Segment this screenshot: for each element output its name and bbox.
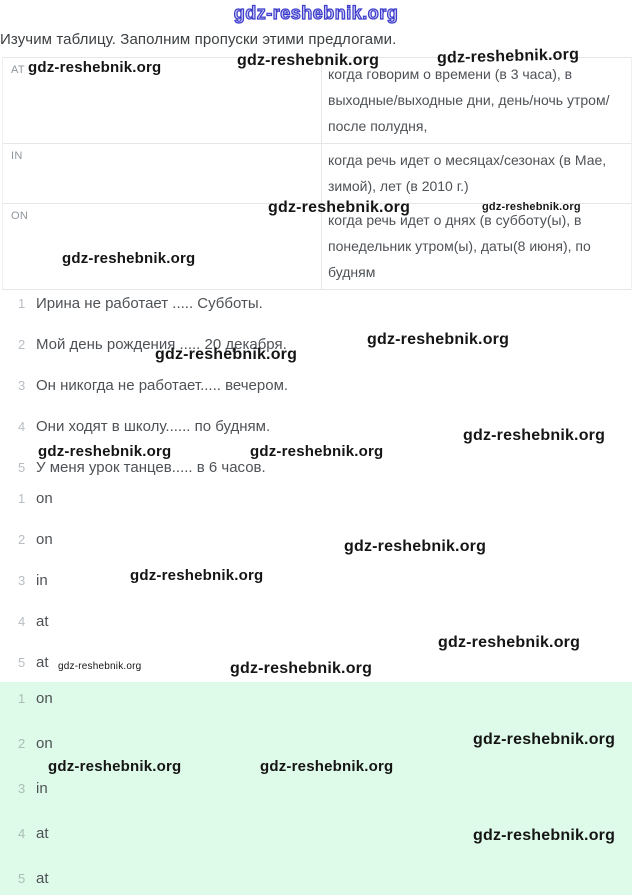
site-watermark: gdz-reshebnik.org	[260, 758, 394, 775]
site-watermark: gdz-reshebnik.org	[463, 427, 606, 444]
site-watermark: gdz-reshebnik.org	[230, 660, 373, 677]
answer-text: at	[36, 870, 49, 887]
item-text: У меня урок танцев..... в 6 часов.	[36, 459, 266, 476]
item-text: Мой день рождения ..... 20 декабря.	[36, 336, 287, 353]
item-number: 5	[18, 655, 26, 670]
item-number: 2	[18, 532, 26, 547]
item-number: 5	[18, 460, 26, 475]
list-item: 4 Они ходят в школу...... по будням.	[0, 418, 632, 435]
answer-item: 2 on	[0, 531, 632, 548]
site-watermark: gdz-reshebnik.org	[438, 634, 581, 651]
item-text: Они ходят в школу...... по будням.	[36, 418, 271, 435]
item-number: 1	[18, 296, 26, 311]
site-watermark: gdz-reshebnik.org	[62, 250, 196, 267]
item-text: Ирина не работает ..... Субботы.	[36, 295, 263, 312]
answer-text: on	[36, 690, 53, 707]
site-watermark: gdz-reshebnik.org	[482, 201, 581, 213]
answer-text: at	[36, 825, 49, 842]
site-watermark: gdz-reshebnik.org	[250, 443, 384, 460]
answer-item: 4 at	[0, 613, 632, 630]
answer-text: at	[36, 613, 49, 630]
highlighted-answers-block: 1 on 2 on 3 in 4 at 5 at	[0, 682, 632, 895]
answer-item: 5 at	[0, 654, 632, 671]
answer-item: 4 at	[0, 825, 632, 842]
preposition-label: AT	[11, 64, 25, 76]
item-number: 5	[18, 871, 26, 886]
preposition-usage: когда речь идет о днях (в субботу(ы), в …	[321, 204, 631, 289]
site-watermark: gdz-reshebnik.org	[38, 443, 172, 460]
item-number: 1	[18, 691, 26, 706]
list-item: 3 Он никогда не работает..... вечером.	[0, 377, 632, 394]
site-watermark: gdz-reshebnik.org	[48, 758, 182, 775]
answer-text: in	[36, 780, 48, 797]
item-number: 2	[18, 736, 26, 751]
item-text: Он никогда не работает..... вечером.	[36, 377, 289, 394]
prepositions-table: AT когда говорим о времени (в 3 часа), в…	[2, 57, 632, 290]
site-watermark: gdz-reshebnik.org	[367, 331, 510, 348]
item-number: 4	[18, 826, 26, 841]
site-watermark: gdz-reshebnik.org	[473, 731, 616, 748]
list-item: 2 Мой день рождения ..... 20 декабря.	[0, 336, 632, 353]
page-title: Изучим таблицу. Заполним пропуски этими …	[0, 31, 397, 48]
item-number: 3	[18, 781, 26, 796]
answer-text: on	[36, 735, 53, 752]
site-watermark: gdz-reshebnik.org	[58, 661, 142, 672]
item-number: 2	[18, 337, 26, 352]
answer-item: 1 on	[0, 690, 632, 707]
preposition-label: IN	[11, 150, 23, 162]
answer-item: 2 on	[0, 735, 632, 752]
preposition-usage: когда речь идет о месяцах/сезонах (в Мае…	[321, 144, 631, 203]
item-number: 3	[18, 573, 26, 588]
site-watermark: gdz-reshebnik.org	[233, 2, 399, 23]
site-watermark: gdz-reshebnik.org	[28, 59, 162, 76]
site-watermark: gdz-reshebnik.org	[473, 827, 616, 844]
answer-item: 3 in	[0, 572, 632, 589]
answer-text: in	[36, 572, 48, 589]
table-row: IN когда речь идет о месяцах/сезонах (в …	[3, 144, 631, 204]
site-watermark: gdz-reshebnik.org	[130, 567, 264, 584]
answer-item: 3 in	[0, 780, 632, 797]
preposition-label: ON	[11, 210, 29, 222]
list-item: 5 У меня урок танцев..... в 6 часов.	[0, 459, 632, 476]
list-item: 1 Ирина не работает ..... Субботы.	[0, 295, 632, 312]
item-number: 4	[18, 419, 26, 434]
item-number: 4	[18, 614, 26, 629]
site-watermark: gdz-reshebnik.org	[155, 346, 298, 363]
site-watermark: gdz-reshebnik.org	[268, 199, 411, 216]
answer-item: 1 on	[0, 490, 632, 507]
item-number: 1	[18, 491, 26, 506]
answer-text: on	[36, 531, 53, 548]
answer-text: at	[36, 654, 49, 671]
answer-text: on	[36, 490, 53, 507]
table-row: AT когда говорим о времени (в 3 часа), в…	[3, 58, 631, 144]
exercise-list: 1 Ирина не работает ..... Субботы. 2 Мой д…	[0, 288, 632, 500]
site-watermark: gdz-reshebnik.org	[237, 52, 380, 69]
item-number: 3	[18, 378, 26, 393]
site-watermark: gdz-reshebnik.org	[344, 538, 487, 555]
site-watermark: gdz-reshebnik.org	[436, 46, 580, 67]
answers-list: 1 on 2 on 3 in 4 at 5 at	[0, 483, 632, 695]
preposition-usage: когда говорим о времени (в 3 часа), в вы…	[321, 58, 631, 143]
table-row: ON когда речь идет о днях (в субботу(ы),…	[3, 204, 631, 290]
answer-item: 5 at	[0, 870, 632, 887]
